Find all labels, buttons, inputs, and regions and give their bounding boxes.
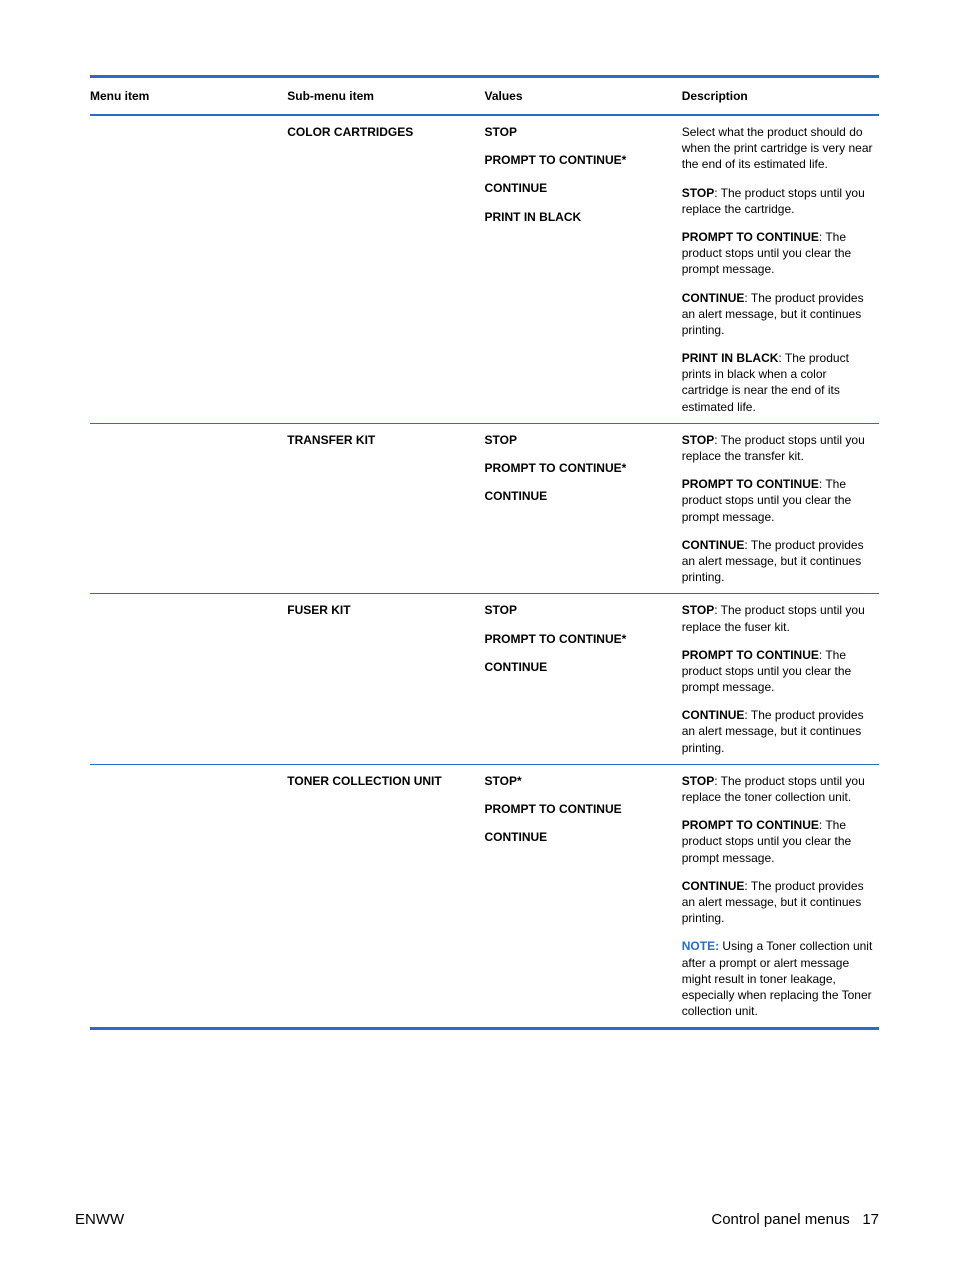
col-values: Values [485,77,682,116]
description-term: STOP [682,774,714,788]
description-paragraph: PROMPT TO CONTINUE: The product stops un… [682,647,873,696]
table-row: TRANSFER KITSTOPPROMPT TO CONTINUE*CONTI… [90,423,879,593]
cell-sub-menu-item: TRANSFER KIT [287,423,484,593]
description-paragraph: STOP: The product stops until you replac… [682,602,873,634]
value-option: STOP [485,124,676,140]
value-option: PROMPT TO CONTINUE* [485,460,676,476]
cell-description: STOP: The product stops until you replac… [682,764,879,1027]
table-row: TONER COLLECTION UNITSTOP* PROMPT TO CONT… [90,764,879,1027]
description-term: STOP [682,603,714,617]
description-paragraph: CONTINUE: The product provides an alert … [682,290,873,339]
description-paragraph: PROMPT TO CONTINUE: The product stops un… [682,229,873,278]
value-option: CONTINUE [485,488,676,504]
cell-sub-menu-item: FUSER KIT [287,594,484,764]
footer-section-label: Control panel menus [711,1211,849,1228]
description-term: PROMPT TO CONTINUE [682,648,819,662]
value-option: CONTINUE [485,829,676,845]
description-term: CONTINUE [682,879,745,893]
cell-values: STOP PROMPT TO CONTINUE* CONTINUE [485,423,682,593]
value-option: CONTINUE [485,180,676,196]
description-paragraph: PROMPT TO CONTINUE: The product stops un… [682,476,873,525]
description-paragraph: CONTINUE: The product provides an alert … [682,537,873,586]
value-option: PROMPT TO CONTINUE* [485,152,676,168]
cell-menu-item [90,764,287,1027]
page-content: Menu item Sub-menu item Values Descripti… [0,0,954,1030]
cell-values: STOP* PROMPT TO CONTINUE CONTINUE [485,764,682,1027]
description-paragraph: PRINT IN BLACK: The product prints in bl… [682,350,873,415]
description-paragraph: Select what the product should do when t… [682,124,873,173]
value-option: STOP [485,602,676,618]
table-header-row: Menu item Sub-menu item Values Descripti… [90,77,879,116]
description-paragraph: CONTINUE: The product provides an alert … [682,707,873,756]
row-separator [90,1027,879,1029]
cell-sub-menu-item: TONER COLLECTION UNIT [287,764,484,1027]
menu-table: Menu item Sub-menu item Values Descripti… [90,75,879,1030]
value-option: PROMPT TO CONTINUE* [485,631,676,647]
description-term: STOP [682,433,714,447]
description-term: PRINT IN BLACK [682,351,779,365]
value-option: PRINT IN BLACK [485,209,676,225]
value-option: STOP [485,432,676,448]
cell-description: STOP: The product stops until you replac… [682,423,879,593]
description-term: CONTINUE [682,538,745,552]
footer-left: ENWW [75,1211,124,1228]
description-paragraph: STOP: The product stops until you replac… [682,185,873,217]
description-paragraph: PROMPT TO CONTINUE: The product stops un… [682,817,873,866]
value-option: PROMPT TO CONTINUE [485,801,676,817]
table-row: FUSER KITSTOPPROMPT TO CONTINUE*CONTINUE… [90,594,879,764]
cell-description: STOP: The product stops until you replac… [682,594,879,764]
cell-values: STOP PROMPT TO CONTINUE* CONTINUE [485,594,682,764]
cell-menu-item [90,423,287,593]
description-term: PROMPT TO CONTINUE [682,477,819,491]
footer-right: Control panel menus 17 [711,1211,879,1228]
description-term: PROMPT TO CONTINUE [682,230,819,244]
col-menu-item: Menu item [90,77,287,116]
table-body: COLOR CARTRIDGESSTOPPROMPT TO CONTINUE*C… [90,115,879,1029]
cell-values: STOP PROMPT TO CONTINUE* CONTINUE PRINT IN … [485,115,682,423]
footer-page-number: 17 [862,1211,879,1228]
cell-menu-item [90,594,287,764]
description-paragraph: CONTINUE: The product provides an alert … [682,878,873,927]
table-row: COLOR CARTRIDGESSTOPPROMPT TO CONTINUE*C… [90,115,879,423]
description-paragraph: NOTE: Using a Toner collection unit afte… [682,938,873,1019]
col-description: Description [682,77,879,116]
cell-menu-item [90,115,287,423]
cell-description: Select what the product should do when t… [682,115,879,423]
description-term: PROMPT TO CONTINUE [682,818,819,832]
page-footer: ENWW Control panel menus 17 [0,1211,954,1228]
description-paragraph: STOP: The product stops until you replac… [682,773,873,805]
value-option: STOP* [485,773,676,789]
note-label: NOTE: [682,939,719,953]
description-paragraph: STOP: The product stops until you replac… [682,432,873,464]
description-term: CONTINUE [682,291,745,305]
value-option: CONTINUE [485,659,676,675]
description-term: CONTINUE [682,708,745,722]
description-term: STOP [682,186,714,200]
cell-sub-menu-item: COLOR CARTRIDGES [287,115,484,423]
col-sub-menu-item: Sub-menu item [287,77,484,116]
